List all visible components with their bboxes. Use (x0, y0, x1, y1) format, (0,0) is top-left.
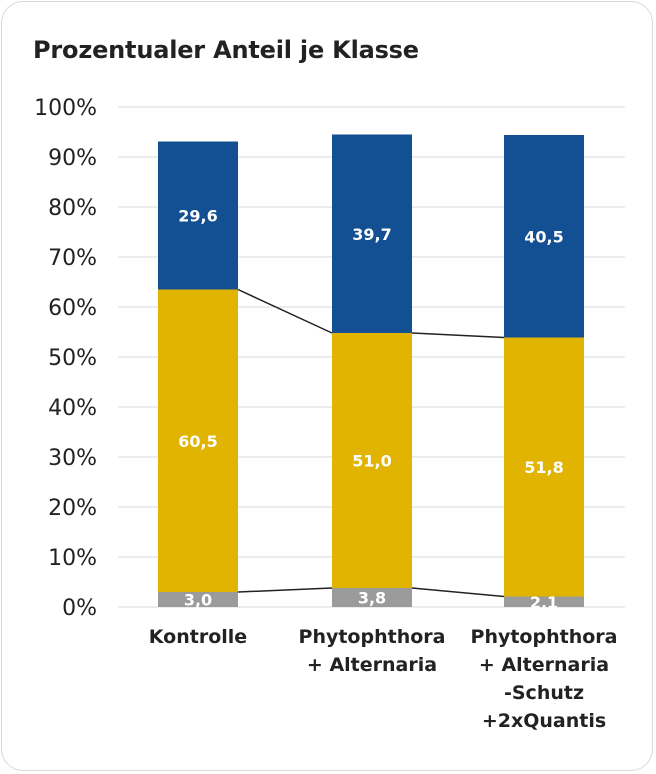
x-category-label-line: + Alternaria (479, 654, 609, 676)
y-tick-label: 10% (48, 546, 97, 571)
x-category-label: Kontrolle (149, 626, 247, 648)
y-tick-label: 20% (48, 496, 97, 521)
bar-segment (158, 592, 238, 607)
bar-segment (332, 588, 412, 607)
series-line (237, 288, 333, 334)
data-label: 3,8 (358, 589, 386, 608)
x-category-label-line: + Alternaria (307, 654, 437, 676)
y-tick-label: 80% (48, 196, 97, 221)
x-category-label: Phytophthora + Alternaria (299, 626, 446, 676)
bar-segment (158, 141, 238, 290)
y-tick-label: 70% (48, 246, 97, 271)
data-label: 3,0 (184, 591, 212, 610)
x-category-label-line: Kontrolle (149, 626, 247, 648)
x-category-label-line: Phytophthora (299, 626, 446, 648)
x-category-label-line: -Schutz (504, 682, 584, 704)
bar-segment (332, 134, 412, 333)
y-tick-label: 90% (48, 146, 97, 171)
bar-segment (504, 135, 584, 338)
data-label: 51,0 (352, 452, 391, 471)
chart-title: Prozentualer Anteil je Klasse (33, 36, 419, 64)
x-category-label: Phytophthora + Alternaria -Schutz +2xQuanti… (471, 626, 618, 732)
series-line (411, 332, 505, 339)
data-label: 40,5 (524, 227, 563, 246)
y-tick-label: 100% (34, 96, 97, 121)
bar-segment (158, 289, 238, 592)
y-tick-label: 40% (48, 396, 97, 421)
data-label: 29,6 (178, 207, 217, 226)
y-tick-label: 0% (62, 596, 97, 621)
series-line (237, 587, 333, 593)
x-category-label-line: Phytophthora (471, 626, 618, 648)
data-label: 2,1 (530, 593, 558, 612)
y-tick-label: 60% (48, 296, 97, 321)
series-line (411, 587, 505, 598)
bar-segment (332, 333, 412, 588)
data-label: 60,5 (178, 432, 217, 451)
data-label: 39,7 (352, 225, 391, 244)
y-tick-label: 50% (48, 346, 97, 371)
x-category-label-line: +2xQuantis (482, 710, 606, 732)
bar-segment (504, 337, 584, 597)
bar-segment (504, 596, 584, 607)
y-tick-label: 30% (48, 446, 97, 471)
data-label: 51,8 (524, 458, 563, 477)
